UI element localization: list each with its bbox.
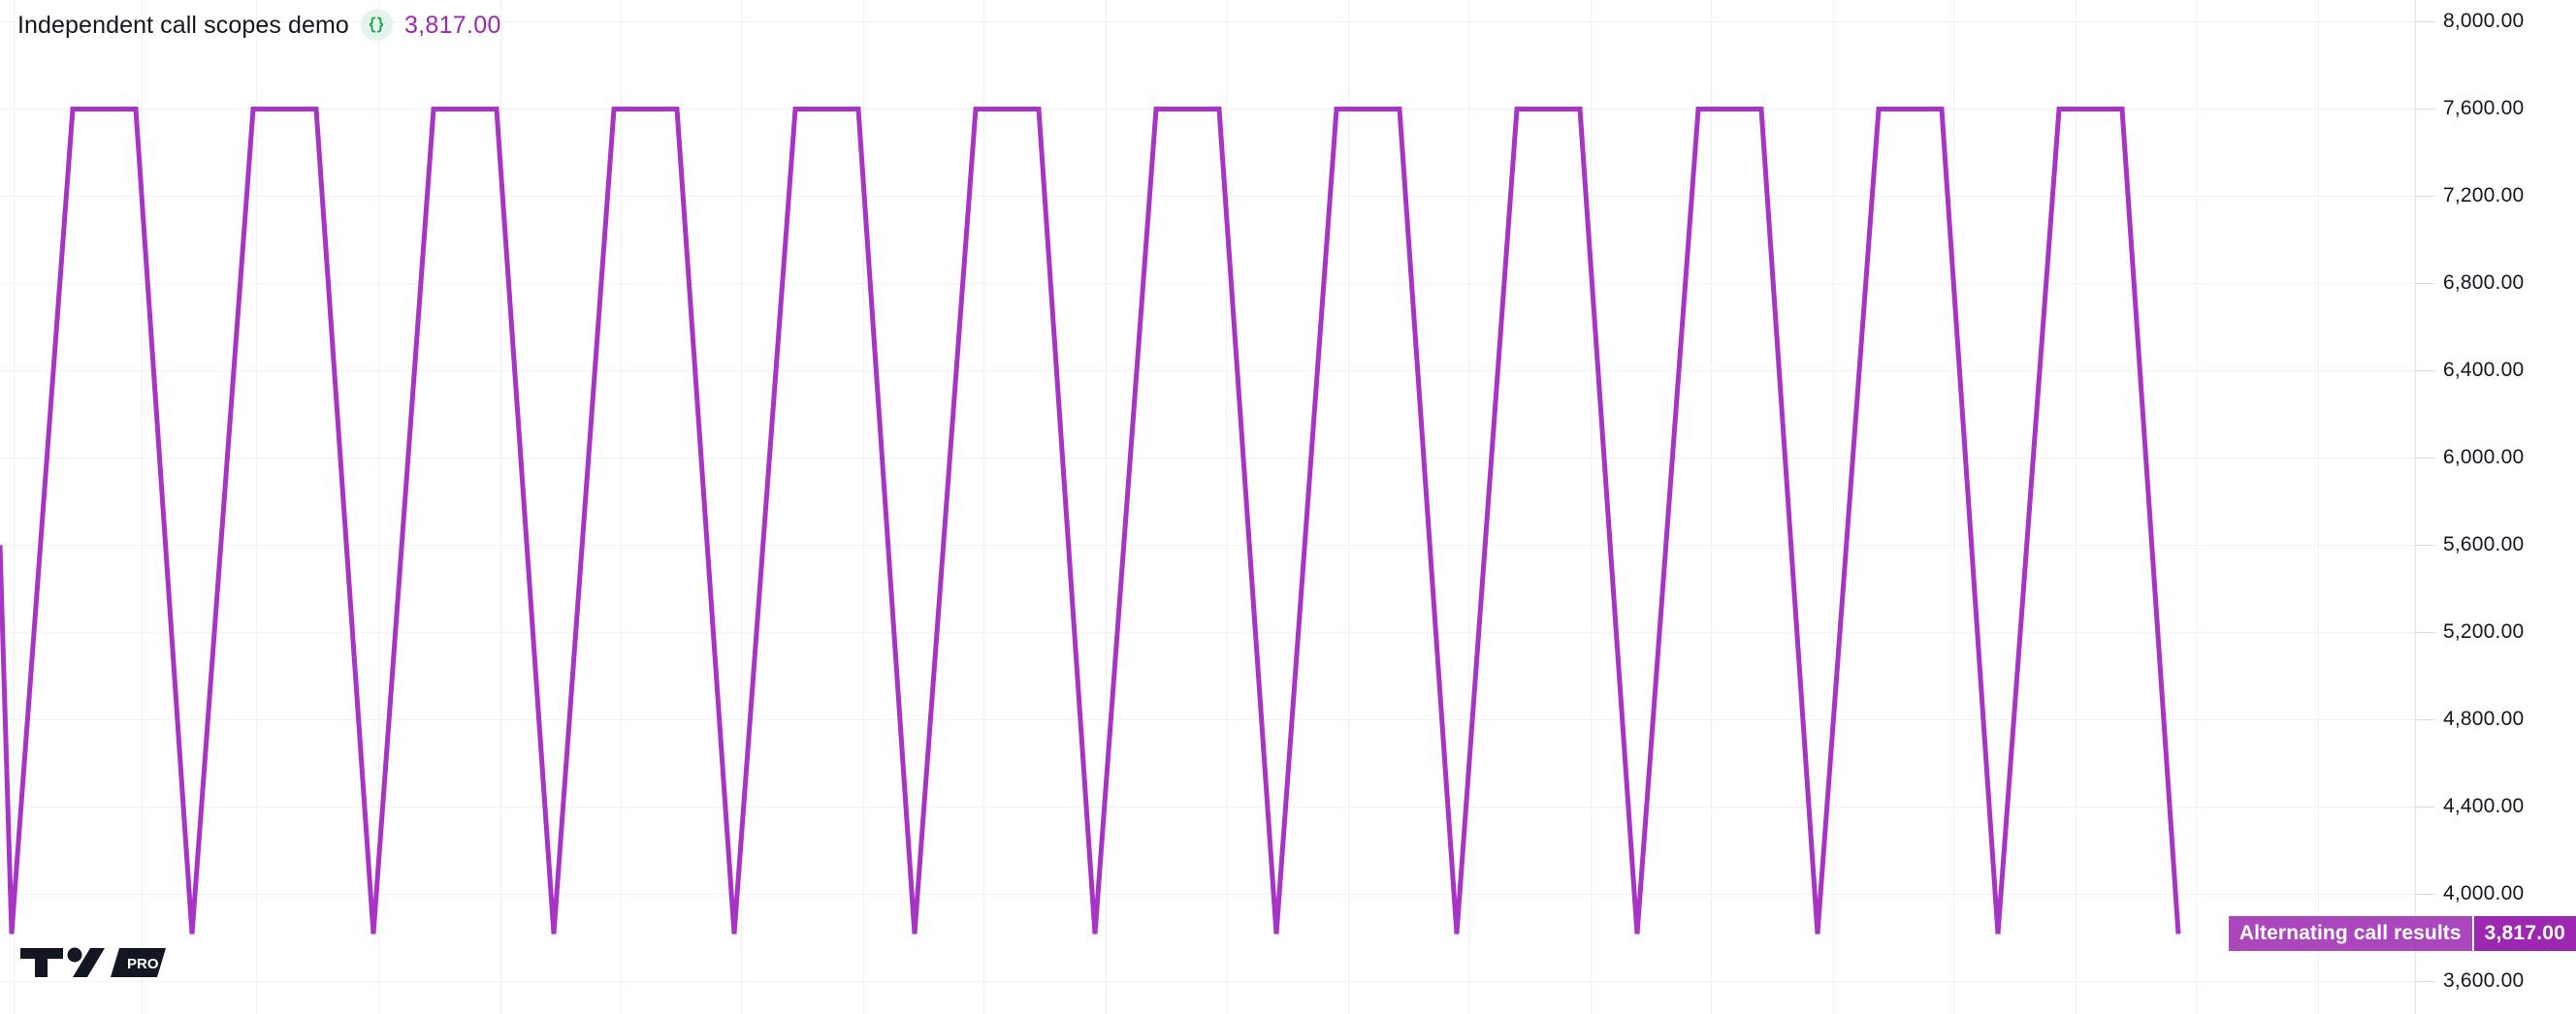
tradingview-logo-watermark: PRO: [18, 942, 166, 983]
price-axis-label: 4,000.00: [2443, 882, 2525, 904]
price-axis-tick: 4,000.00: [2416, 883, 2576, 904]
tick-dash: [2416, 980, 2434, 982]
tick-dash: [2416, 718, 2434, 720]
legend-value: 3,817.00: [403, 11, 501, 39]
pro-badge-label: PRO: [127, 956, 159, 972]
price-axis-tick: 4,400.00: [2416, 796, 2576, 817]
price-axis-tick: 5,600.00: [2416, 534, 2576, 555]
price-axis-label: 8,000.00: [2443, 10, 2525, 32]
price-axis-label: 6,400.00: [2443, 359, 2525, 381]
price-axis-tick: 3,600.00: [2416, 970, 2576, 992]
price-axis-label: 3,600.00: [2443, 969, 2525, 992]
price-axis-tick: 6,400.00: [2416, 360, 2576, 381]
tick-dash: [2416, 369, 2434, 371]
price-axis[interactable]: 8,000.00 7,600.00 7,200.00 6,800.00 6,400.00…: [2415, 0, 2576, 1014]
price-axis-tick: 6,000.00: [2416, 447, 2576, 468]
price-tag-value: 3,817.00: [2471, 916, 2576, 951]
tick-dash: [2416, 631, 2434, 633]
tick-dash: [2416, 893, 2434, 895]
tick-dash: [2416, 108, 2434, 110]
price-axis-tick: 5,200.00: [2416, 621, 2576, 643]
current-price-tag[interactable]: Alternating call results 3,817.00: [2228, 916, 2576, 951]
price-axis-tick: 4,800.00: [2416, 709, 2576, 730]
curly-braces-icon[interactable]: [360, 9, 393, 41]
price-axis-tick: 8,000.00: [2416, 11, 2576, 32]
price-series-svg: [0, 107, 2181, 935]
price-axis-label: 4,400.00: [2443, 795, 2525, 817]
price-axis-label: 6,000.00: [2443, 446, 2525, 468]
price-axis-label: 4,800.00: [2443, 708, 2525, 730]
tick-dash: [2416, 282, 2434, 284]
price-axis-tick: 7,200.00: [2416, 185, 2576, 206]
price-tag-series-name: Alternating call results: [2228, 916, 2472, 951]
series-line-alternating-call-results: [0, 107, 2181, 935]
tick-dash: [2416, 195, 2434, 197]
tick-dash: [2416, 806, 2434, 808]
tick-dash: [2416, 20, 2434, 22]
price-axis-label: 6,800.00: [2443, 271, 2525, 294]
tick-dash: [2416, 544, 2434, 546]
legend-title: Independent call scopes demo: [17, 11, 349, 39]
price-axis-tick: 6,800.00: [2416, 272, 2576, 294]
price-axis-label: 7,200.00: [2443, 184, 2525, 206]
price-axis-label: 5,600.00: [2443, 533, 2525, 555]
chart-legend[interactable]: Independent call scopes demo 3,817.00: [17, 9, 501, 41]
price-axis-label: 5,200.00: [2443, 620, 2525, 643]
price-axis-label: 7,600.00: [2443, 97, 2525, 119]
price-axis-tick: 7,600.00: [2416, 98, 2576, 119]
chart-pane[interactable]: Independent call scopes demo 3,817.00 PR…: [0, 0, 2415, 1014]
tick-dash: [2416, 457, 2434, 459]
